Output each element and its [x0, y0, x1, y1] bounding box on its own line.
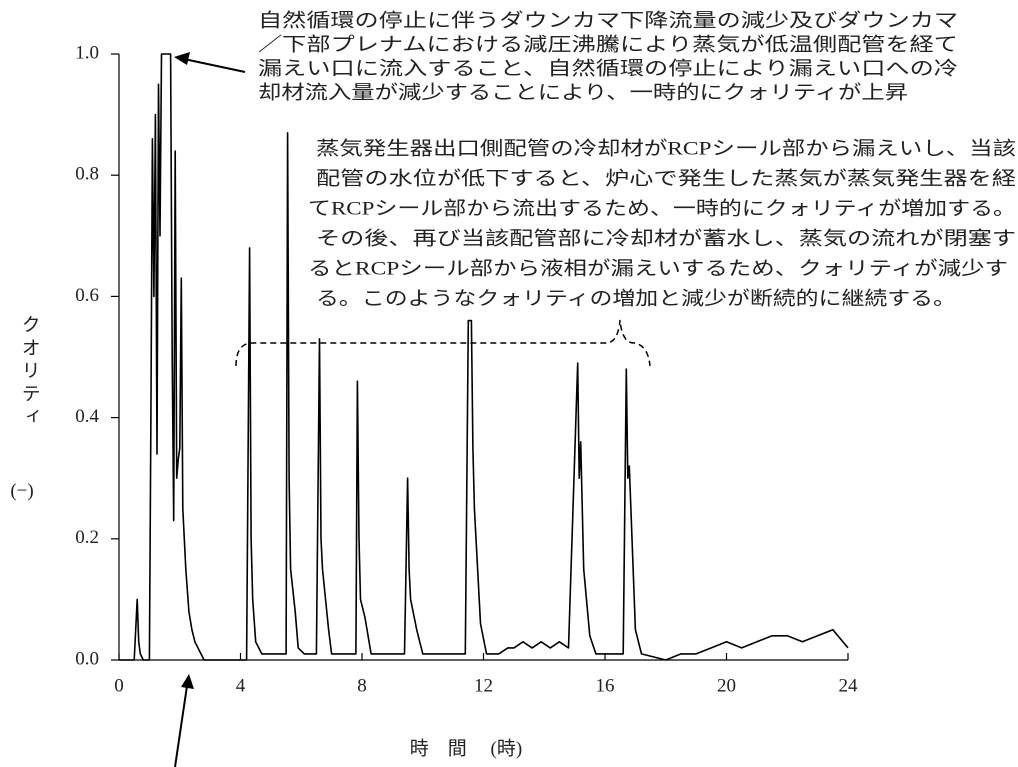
y-axis-unit: (−) [10, 480, 33, 501]
annotation-line: 蒸気発生器出口側配管の冷却材がRCPシール部から漏えいし、当該 [316, 137, 1016, 159]
y-tick-label: 0.6 [75, 285, 99, 306]
annotation-arrow [183, 58, 246, 73]
x-tick-label: 16 [596, 675, 615, 696]
x-tick-label: 0 [114, 675, 124, 696]
arrow-head [174, 52, 190, 65]
annotation-line: ／下部プレナムにおける減圧沸騰により蒸気が低温側配管を経て [258, 33, 958, 55]
x-tick-label: 20 [717, 675, 736, 696]
annotation-line: るとRCPシール部から液相が漏えいするため、クォリティが減少す [308, 257, 1008, 279]
annotation-line: 配管の水位が低下すると、炉心で発生した蒸気が蒸気発生器を経 [316, 167, 1016, 189]
y-tick-label: 0.2 [75, 527, 99, 548]
x-axis-label: 時 間 (時) [410, 737, 522, 759]
annotation-line: その後、再び当該配管部に冷却材が蓄水し、蒸気の流れが閉塞す [316, 227, 1016, 249]
x-tick-label: 24 [839, 675, 859, 696]
y-tick-label: 0.0 [75, 648, 99, 669]
annotation-line: 却材流入量が減少することにより、一時的にクォリティが上昇 [258, 81, 908, 103]
annotation-line: 漏えい口に流入すること、自然循環の停止により漏えい口への冷 [258, 57, 958, 79]
y-tick-label: 0.8 [75, 164, 99, 185]
y-tick-label: 1.0 [75, 42, 99, 63]
annotation-line: る。このようなクォリティの増加と減少が断続的に継続する。 [316, 287, 956, 309]
annotation-bracket [235, 319, 651, 367]
y-tick-label: 0.4 [75, 406, 99, 427]
x-tick-label: 4 [236, 675, 246, 696]
data-line [119, 53, 849, 661]
y-axis-label: クオリティ [19, 315, 40, 430]
x-tick-label: 12 [474, 675, 493, 696]
annotation-line: 自然循環の停止に伴うダウンカマ下降流量の減少及びダウンカマ [258, 9, 958, 31]
x-tick-label: 8 [357, 675, 367, 696]
annotation-arrow [174, 685, 188, 767]
arrow-head [181, 674, 194, 689]
annotation-line: てRCPシール部から流出するため、一時的にクォリティが増加する。 [308, 197, 1016, 219]
